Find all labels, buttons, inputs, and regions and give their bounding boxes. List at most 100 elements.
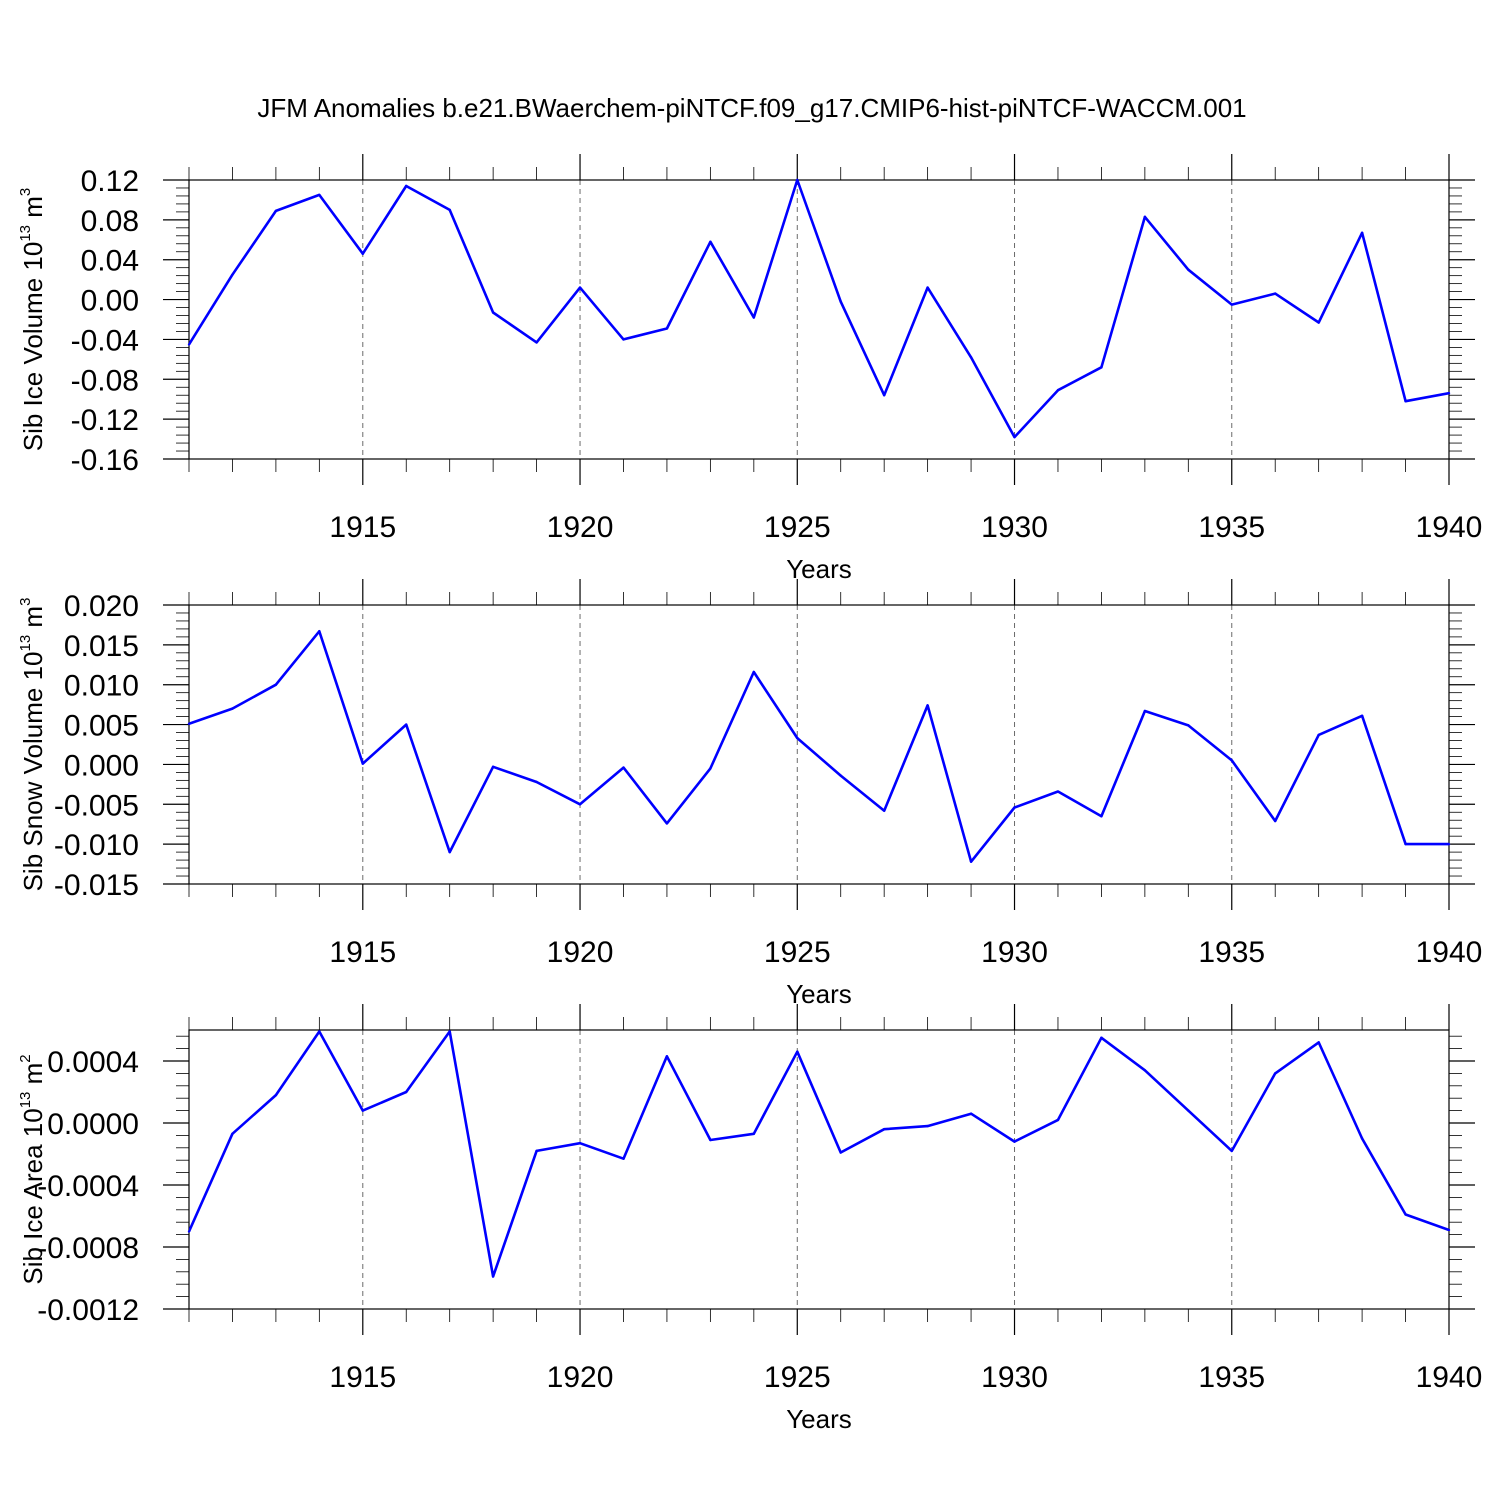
data-point [187,343,191,346]
data-point [318,630,321,633]
data-point [709,240,712,243]
data-point [1143,709,1147,713]
y-tick-label: -0.015 [54,869,139,902]
data-point [752,316,756,319]
data-point [1404,1213,1407,1216]
data-point [665,327,669,330]
x-tick-label: 1925 [764,511,831,544]
data-point [274,683,278,686]
data-point [622,1157,625,1160]
data-point [361,762,364,765]
data-point [665,822,669,825]
x-tick-label: 1915 [329,936,396,969]
data-point [448,1030,451,1033]
y-tick-label: -0.12 [71,404,139,437]
data-point [1274,292,1277,295]
data-point [1360,1137,1364,1140]
y-axis-title: Sib Snow Volume 1013 m3 [17,598,48,892]
data-point [448,850,451,854]
data-point [1013,806,1016,809]
data-point [1230,303,1233,306]
data-point [665,1055,669,1058]
data-point [1447,842,1451,846]
data-point [405,184,408,188]
data-point [535,341,538,344]
data-point [1404,400,1407,403]
data-point [491,765,495,769]
y-axis-title: Sib Ice Volume 1013 m3 [17,188,48,452]
y-tick-label: -0.005 [54,789,139,822]
data-point [969,356,973,359]
data-point [361,252,364,255]
x-tick-label: 1930 [981,1361,1048,1394]
series-line [189,178,1449,439]
data-point [1447,1228,1451,1232]
data-point [926,1124,929,1128]
data-point [318,193,321,197]
x-tick-label: 1930 [981,511,1048,544]
data-point [1360,231,1364,235]
panel-3: 1915 1920 1925 1930 1935 1940 Years -0.0012 -0.0… [17,1004,1482,1434]
data-point [1317,733,1320,737]
x-tick-label: 1915 [329,511,396,544]
data-point [926,286,929,289]
y-tick-label: -0.010 [54,829,139,862]
x-tick-label: 1920 [547,1361,614,1394]
data-point [1056,389,1060,392]
y-tick-label: -0.0012 [37,1294,139,1327]
data-point [578,803,582,806]
y-tick-label: 0.015 [64,630,139,663]
data-point [839,774,842,777]
data-point [231,273,234,276]
data-point [535,1149,538,1153]
x-tick-label: 1915 [329,1361,396,1394]
data-point [839,1151,842,1154]
data-point [1143,215,1147,219]
data-point [187,1230,191,1233]
y-tick-label: 0.12 [81,165,139,198]
plot-frame [188,604,1450,885]
y-tick-label: 0.000 [64,749,139,782]
series-line [189,1030,1449,1278]
data-point [839,300,842,303]
data-point [231,707,234,710]
data-point [274,209,278,213]
plot-frame [188,179,1450,460]
x-tick-label: 1920 [547,936,614,969]
y-tick-label: -0.04 [71,324,139,357]
data-point [405,723,408,726]
data-point [796,1050,799,1053]
x-tick-label: 1925 [764,936,831,969]
data-point [1187,724,1190,727]
y-tick-label: 0.04 [81,245,139,278]
x-tick-label: 1920 [547,511,614,544]
x-tick-label: 1940 [1416,936,1483,969]
y-tick-label: 0.0000 [47,1108,139,1141]
x-axis-title: Years [786,979,852,1009]
chart-panels: 1915 1920 1925 1930 1935 1940 Years -0.16 -0.12 -… [17,154,1482,1434]
data-point [752,1132,756,1136]
y-tick-label: 0.005 [64,710,139,743]
data-point [1013,435,1016,439]
data-point [796,736,799,740]
data-point [318,1030,321,1033]
y-axis-title: Sib Ice Area 1013 m2 [17,1054,48,1284]
data-point [1274,819,1277,823]
y-tick-label: -0.0008 [37,1232,139,1265]
x-axis-title: Years [786,554,852,584]
data-point [578,1141,582,1145]
data-point [1100,366,1103,369]
y-tick-label: 0.00 [81,285,139,318]
y-tick-label: 0.020 [64,590,139,623]
chart-title: JFM Anomalies b.e21.BWaerchem-piNTCF.f09… [257,93,1246,123]
data-point [622,766,625,769]
x-tick-label: 1935 [1198,936,1265,969]
data-point [1230,1149,1233,1153]
data-point [796,178,799,182]
data-point [491,1275,495,1278]
data-point [1100,1036,1103,1039]
y-tick-label: 0.0004 [47,1046,139,1079]
data-point [1274,1072,1277,1075]
y-tick-label: -0.0004 [37,1170,139,1203]
